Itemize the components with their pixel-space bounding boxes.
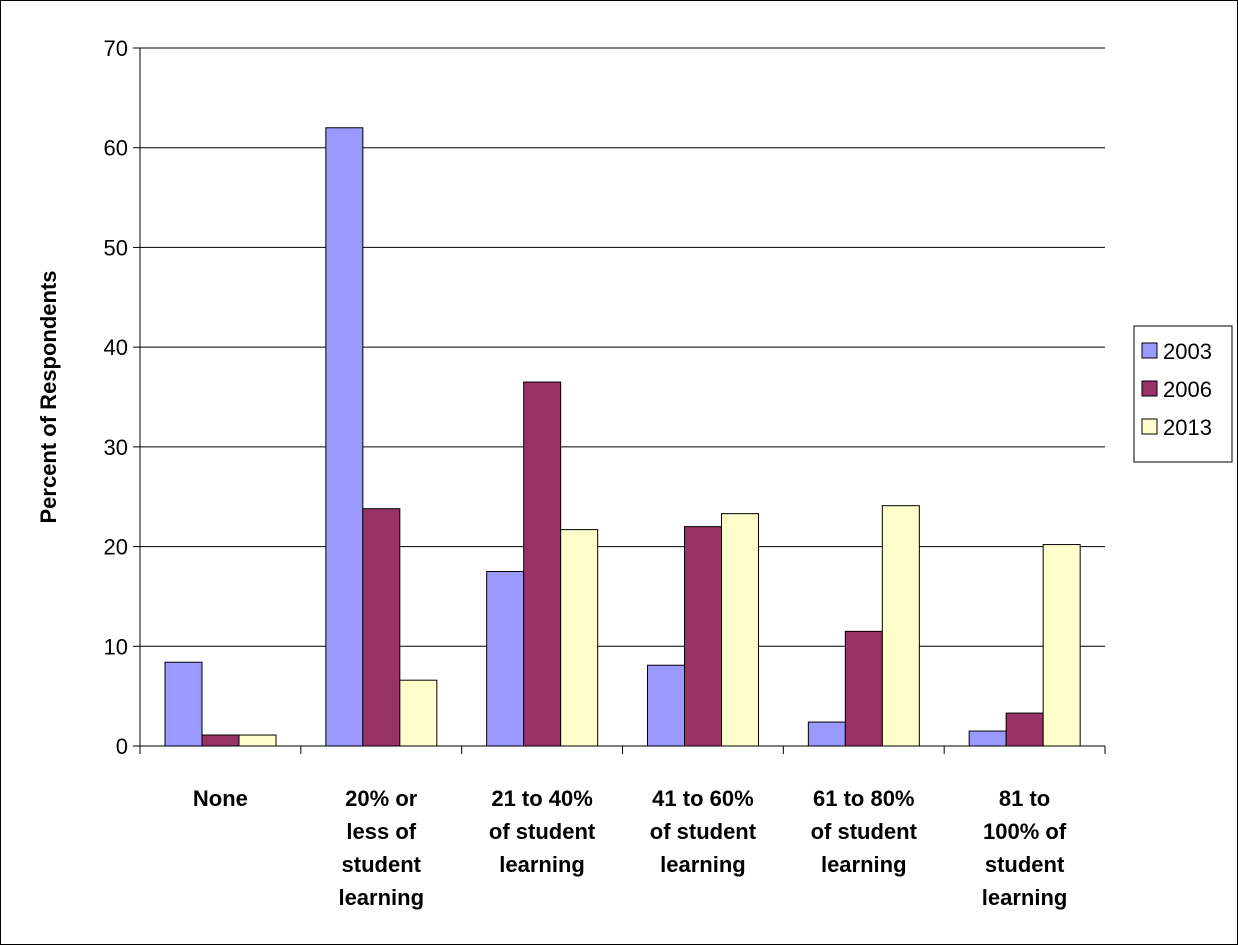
bar-2003-cat-0 [164, 661, 203, 747]
x-category-label-3: 41 to 60% of student learning [650, 786, 757, 877]
bar-2003-cat-1 [325, 127, 364, 747]
x-category-label-0: None [193, 786, 248, 811]
y-tick-label-40: 40 [104, 335, 128, 360]
bar-2006-cat-5 [1005, 712, 1044, 747]
bar-2013-cat-2 [560, 529, 599, 747]
bar-2013-cat-0 [238, 734, 277, 747]
bar-2003-cat-2 [486, 571, 525, 747]
bar-2006-cat-2 [523, 381, 562, 747]
legend-label-2003: 2003 [1163, 339, 1212, 364]
bar-2006-cat-3 [684, 526, 722, 747]
x-category-label-4: 61 to 80% of student learning [811, 786, 918, 877]
y-axis-label: Percent of Respondents [36, 270, 61, 523]
bar-2003-cat-3 [647, 664, 685, 747]
x-category-label-5: 81 to 100% of student learning [982, 786, 1068, 910]
bar-2003-cat-5 [968, 730, 1007, 747]
bar-2013-cat-5 [1042, 544, 1081, 747]
bar-2003-cat-4 [807, 721, 846, 747]
bar-2013-cat-4 [881, 505, 920, 747]
y-tick-label-30: 30 [104, 435, 128, 460]
bar-2006-cat-0 [201, 734, 240, 747]
y-tick-label-20: 20 [104, 535, 128, 560]
x-category-label-1: 20% or less of student learning [338, 786, 424, 910]
bar-2013-cat-3 [721, 513, 759, 747]
y-tick-label-70: 70 [104, 36, 128, 61]
legend-swatch-2006 [1141, 380, 1158, 397]
y-tick-label-50: 50 [104, 235, 128, 260]
legend-swatch-2013 [1141, 418, 1158, 435]
bar-2013-cat-1 [399, 679, 438, 747]
legend-label-2013: 2013 [1163, 415, 1212, 440]
y-tick-label-10: 10 [104, 634, 128, 659]
y-tick-label-60: 60 [104, 136, 128, 161]
legend-label-2006: 2006 [1163, 377, 1212, 402]
x-category-label-2: 21 to 40% of student learning [489, 786, 596, 877]
bar-2006-cat-1 [362, 508, 401, 747]
y-tick-label-0: 0 [116, 734, 128, 759]
legend-swatch-2003 [1141, 342, 1158, 359]
bar-2006-cat-4 [844, 630, 883, 747]
